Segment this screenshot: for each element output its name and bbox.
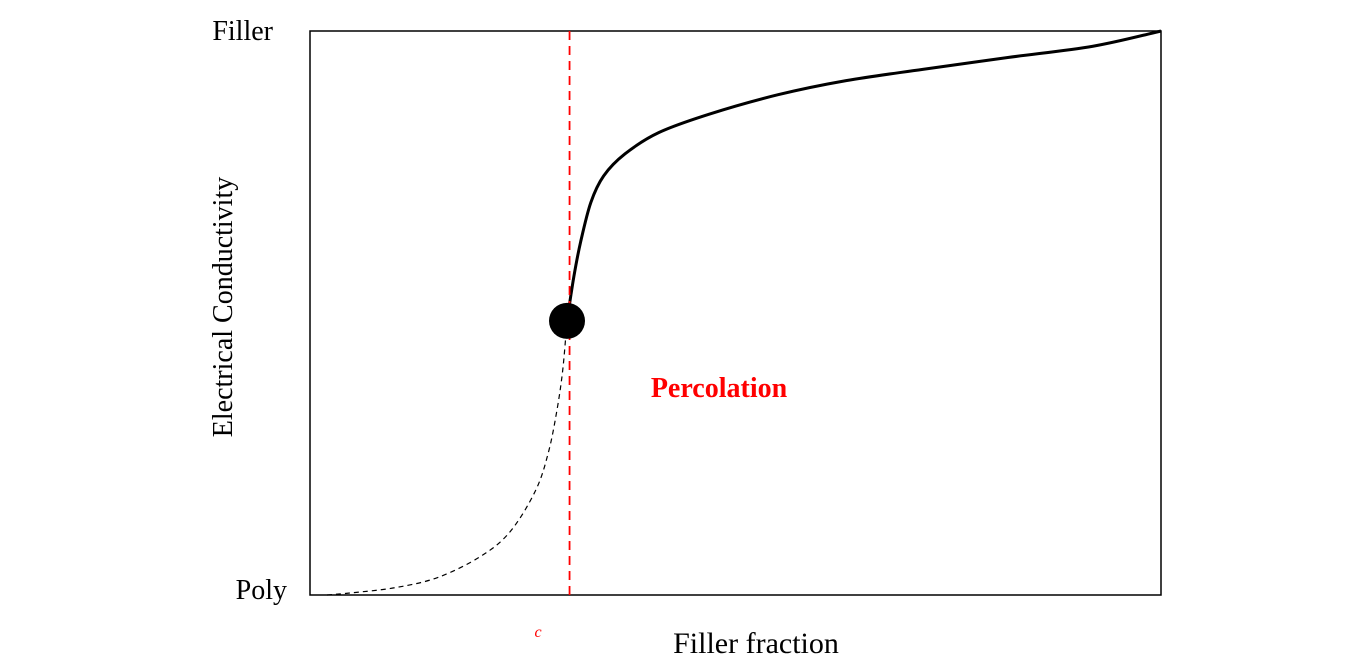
x-axis-title: Filler fraction [673,627,839,660]
x-tick-label-c: c [534,624,541,641]
plot-frame [309,30,1162,596]
percolation-annotation: Percolation [651,373,788,404]
y-bottom-label: Poly [236,575,287,606]
percolation-point [549,302,586,339]
series-above-threshold-line [565,29,1162,322]
y-axis-title: Electrical Conductivity [208,177,239,437]
y-top-label: Filler [212,16,273,47]
series-below-threshold-line [326,320,568,596]
